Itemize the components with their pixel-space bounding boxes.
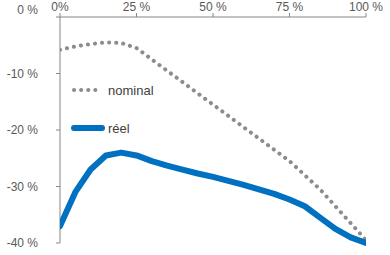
x-tick-label: 100 % (349, 0, 383, 14)
y-tick (56, 73, 60, 74)
x-tick-label: 25 % (123, 0, 151, 14)
series-line (60, 42, 366, 240)
y-tick (56, 17, 60, 18)
y-tick-label: 0 % (17, 3, 38, 17)
y-tick-label: -20 % (7, 123, 39, 137)
x-tick-label: 0% (51, 0, 69, 14)
y-tick (56, 130, 60, 131)
legend-label: nominal (108, 83, 154, 98)
y-tick-label: -10 % (7, 67, 39, 81)
legend-label: réel (108, 121, 130, 136)
chart: 0% 25 % 50 % 75 % 100 % -40 % -30 % -20 % -10 % 0… (0, 0, 390, 255)
x-tick-label: 75 % (276, 0, 304, 14)
y-tick-label: -40 % (7, 236, 39, 250)
y-tick-label: -30 % (7, 180, 39, 194)
y-tick (56, 243, 60, 244)
legend: nominal réel (74, 83, 154, 136)
legend-swatch (74, 88, 102, 92)
legend-swatch (74, 125, 102, 131)
plot-area (60, 42, 366, 243)
y-tick (56, 186, 60, 187)
series-line (60, 153, 366, 243)
x-tick-label: 50 % (199, 0, 227, 14)
